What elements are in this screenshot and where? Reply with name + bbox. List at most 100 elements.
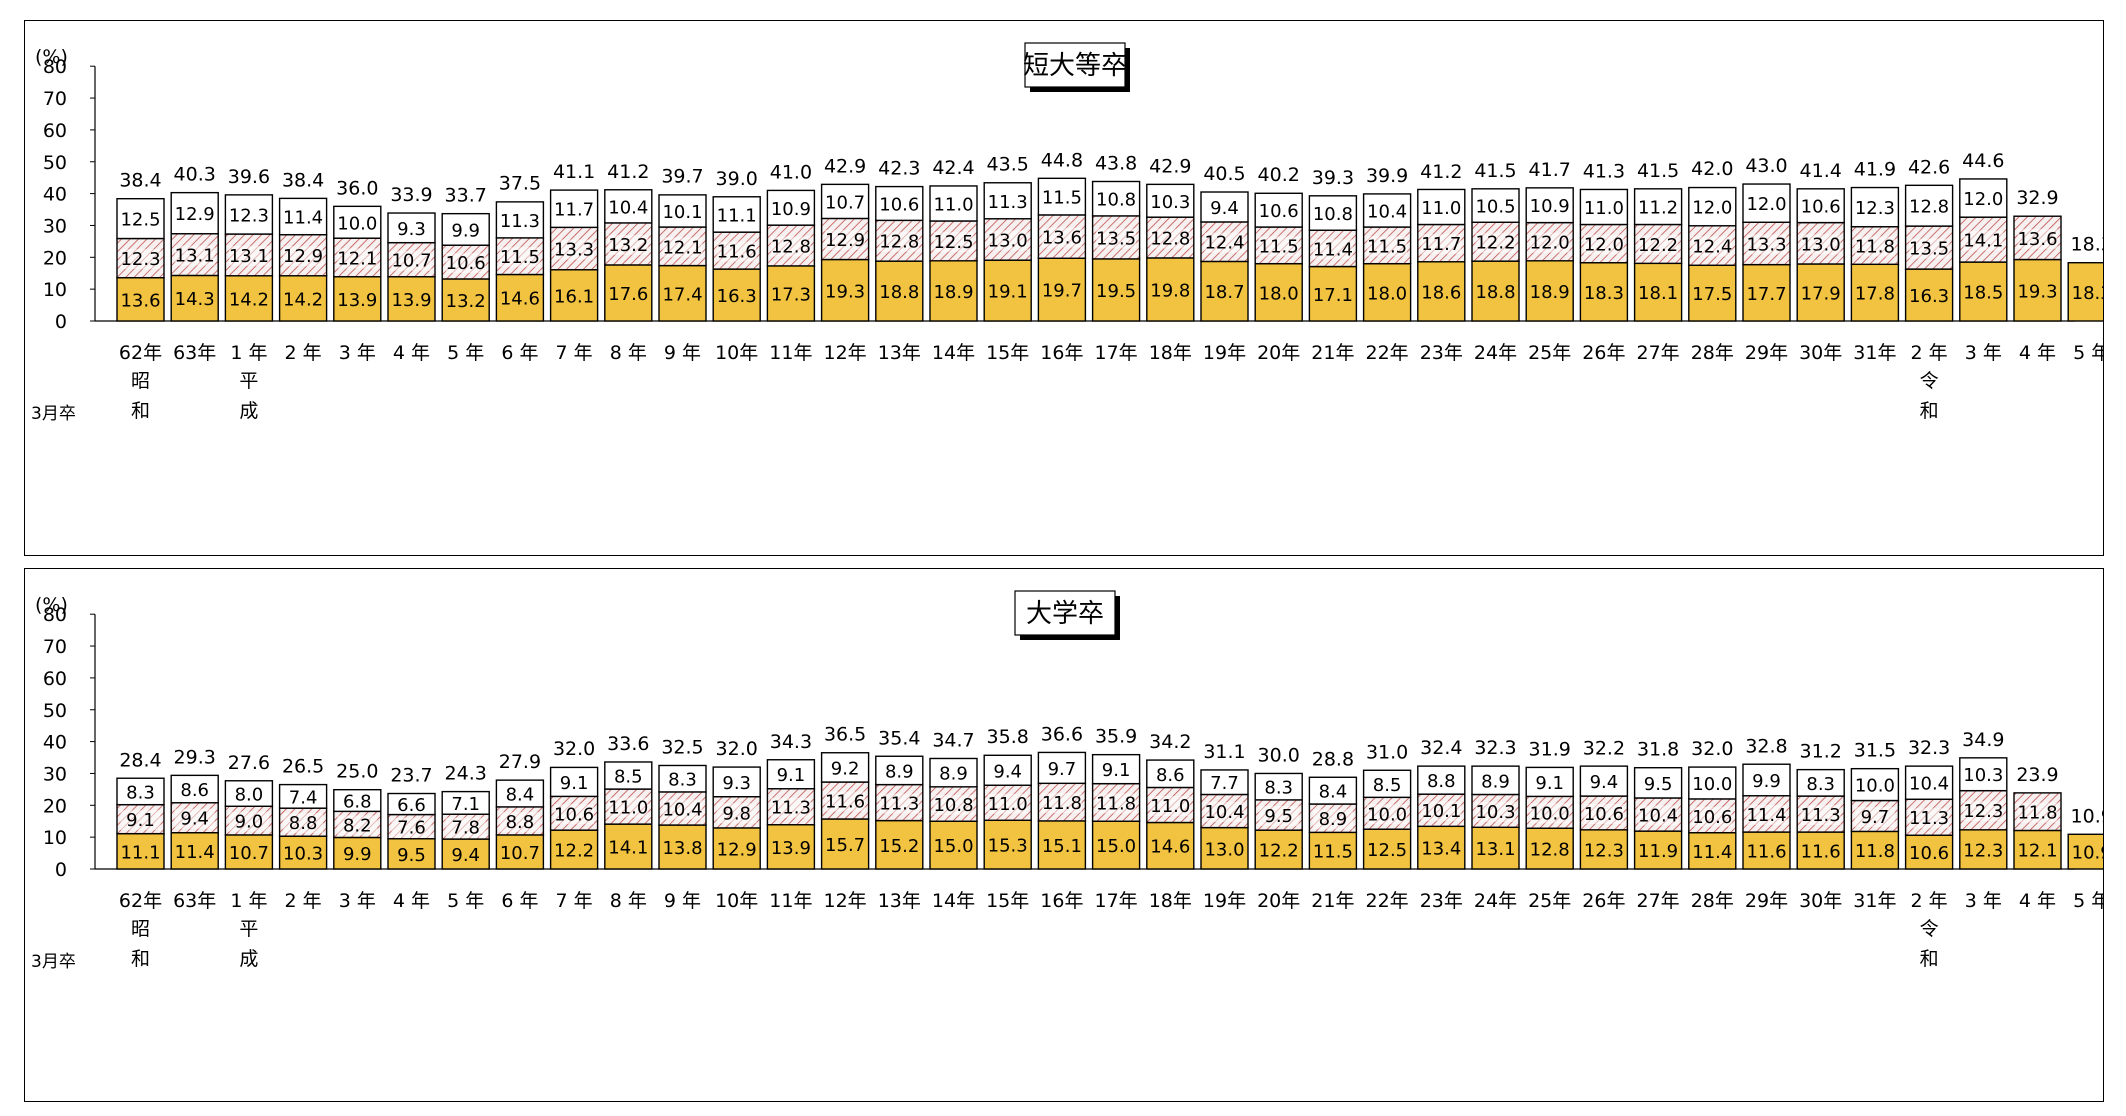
jc-bar-segment-upper [116, 197, 165, 240]
jc-category-label: 6 年 [501, 342, 538, 364]
univ-segment-value-label: 12.2 [1259, 841, 1299, 862]
jc-segment-value-label: 16.3 [717, 286, 757, 307]
jc-category-label: 62年 [119, 342, 162, 364]
univ-ytick-label: 70 [43, 636, 67, 658]
univ-total-label: 34.9 [1962, 729, 2004, 751]
univ-segment-label-bg [1800, 805, 1841, 826]
jc-ytick-label: 50 [43, 152, 67, 174]
univ-segment-label-bg [825, 791, 866, 812]
jc-era-label: 平 [239, 370, 258, 392]
jc-segment-value-label: 11.1 [717, 205, 757, 226]
jc-bar-segment-upper [278, 197, 328, 236]
jc-segment-value-label: 12.8 [771, 237, 811, 258]
univ-segment-value-label: 9.1 [560, 773, 589, 794]
univ-segment-value-label: 9.9 [1752, 771, 1781, 792]
univ-segment-value-label: 8.4 [1319, 782, 1348, 803]
jc-total-label: 39.9 [1366, 165, 1408, 187]
jc-segment-value-label: 13.1 [175, 246, 215, 267]
univ-category-label: 12年 [824, 890, 867, 912]
univ-segment-label-bg [445, 817, 486, 838]
univ-segment-value-label: 8.9 [885, 761, 914, 782]
jc-segment-label-bg [228, 245, 269, 266]
jc-segment-value-label: 19.3 [825, 281, 865, 302]
jc-category-label: 12年 [824, 342, 867, 364]
jc-segment-value-label: 12.2 [1638, 235, 1678, 256]
univ-segment-label-bg [1150, 795, 1191, 816]
univ-bar-segment-upper [333, 788, 382, 813]
jc-total-label: 41.0 [770, 161, 812, 183]
jc-segment-value-label: 9.9 [451, 220, 480, 241]
univ-segment-label-bg [987, 793, 1028, 814]
univ-segment-value-label: 8.3 [126, 782, 155, 803]
univ-category-label: 4 年 [393, 890, 430, 912]
univ-segment-value-label: 8.8 [289, 813, 318, 834]
univ-bar-segment-upper [549, 766, 599, 798]
univ-segment-value-label: 7.7 [1210, 773, 1239, 794]
univ-total-label: 36.5 [824, 724, 866, 746]
univ-bar-segment-lower [820, 818, 870, 870]
univ-bar-segment-lower [116, 832, 165, 870]
jc-segment-label-bg [716, 241, 757, 262]
chart-svg-university: (%) 0 10 20 30 40 50 60 70 80 大学卒 11.1 9.1 8.3 28.4 62年… [31, 590, 2103, 972]
jc-bar-segment-upper [1633, 188, 1683, 226]
jc-bar-segment-upper [875, 185, 924, 222]
univ-category-label: 63年 [173, 890, 216, 912]
jc-bar-segment-upper [1200, 191, 1249, 223]
jc-segment-value-label: 17.5 [1692, 284, 1732, 305]
jc-category-label: 5 年 [447, 342, 484, 364]
jc-ytick-label: 40 [43, 184, 67, 206]
univ-segment-value-label: 7.4 [289, 787, 318, 808]
jc-total-label: 44.6 [1962, 150, 2004, 172]
jc-segment-label-bg [1367, 236, 1408, 257]
univ-era-label: 和 [131, 948, 150, 970]
jc-bar-segment-lower [1471, 260, 1520, 322]
univ-segment-value-label: 8.6 [1156, 765, 1185, 786]
univ-segment-value-label: 11.9 [1638, 841, 1678, 862]
jc-era-label: 和 [131, 400, 150, 422]
jc-bar-segment-upper [333, 205, 382, 239]
univ-segment-value-label: 8.3 [1806, 774, 1835, 795]
jc-segment-value-label: 18.9 [933, 282, 973, 303]
jc-bar-segment-lower [1579, 262, 1629, 322]
univ-era-label: 成 [239, 948, 258, 970]
univ-category-label: 19年 [1203, 890, 1246, 912]
univ-category-label: 24年 [1474, 890, 1517, 912]
univ-segment-value-label: 8.8 [1427, 771, 1456, 792]
jc-bar-segment-upper [766, 189, 816, 226]
jc-bar-segment-lower [224, 275, 274, 322]
jc-ytick-label: 30 [43, 215, 67, 237]
jc-total-label: 40.3 [174, 164, 216, 186]
univ-total-label: 25.0 [336, 760, 378, 782]
univ-total-label: 31.8 [1637, 739, 1679, 761]
univ-bar-segment-upper [1796, 768, 1845, 797]
univ-segment-value-label: 10.1 [1421, 801, 1461, 822]
jc-category-label: 17年 [1095, 342, 1138, 364]
jc-segment-value-label: 18.8 [879, 282, 919, 303]
jc-segment-label-bg [1800, 234, 1841, 255]
univ-bar-segment-lower [333, 836, 382, 870]
univ-segment-label-bg [174, 808, 215, 829]
univ-category-label: 25年 [1528, 890, 1571, 912]
univ-row-header: 3月卒 [31, 952, 76, 972]
univ-segment-value-label: 11.6 [825, 792, 865, 813]
jc-bar-segment-lower [983, 259, 1032, 322]
jc-ytick-label: 10 [43, 279, 67, 301]
jc-segment-label-bg [1475, 232, 1516, 253]
univ-era-label: 令 [1920, 918, 1939, 940]
jc-segment-value-label: 10.1 [662, 202, 702, 223]
jc-bar-segment-lower [1796, 263, 1845, 322]
univ-bar-segment-upper [1417, 765, 1466, 795]
jc-total-label: 42.9 [824, 155, 866, 177]
jc-bar-segment-upper [1471, 188, 1520, 223]
jc-category-label: 15年 [986, 342, 1029, 364]
univ-segment-value-label: 11.0 [1150, 796, 1190, 817]
univ-bar-segment-upper [1579, 765, 1629, 797]
univ-bar-segment-upper [766, 759, 816, 790]
univ-segment-value-label: 11.4 [175, 842, 215, 863]
jc-segment-value-label: 11.5 [1367, 236, 1407, 257]
univ-bar-segment-lower [766, 824, 816, 870]
univ-segment-value-label: 9.7 [1861, 807, 1890, 828]
jc-segment-value-label: 11.5 [1259, 236, 1299, 257]
univ-bar-segment-lower [1850, 830, 1900, 870]
jc-segment-value-label: 13.6 [1042, 228, 1082, 249]
